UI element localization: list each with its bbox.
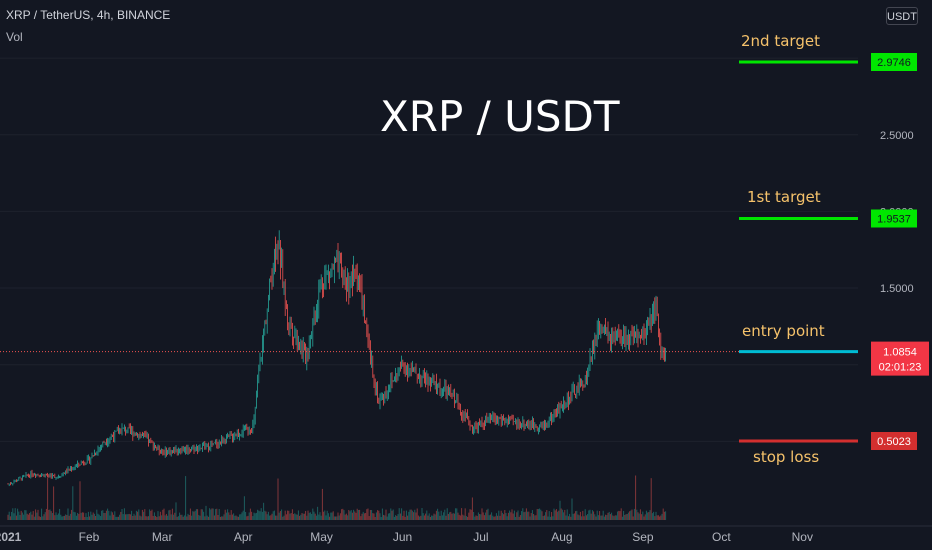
level-tag-label: 0.5023 (877, 436, 911, 448)
stop-loss-label: stop loss (753, 448, 820, 466)
volume-indicator-label[interactable]: Vol (6, 30, 23, 44)
overlay-title: XRP / USDT (380, 92, 620, 141)
x-tick-label: Oct (712, 530, 731, 544)
x-tick-label: Jun (393, 530, 412, 544)
trade-levels (0, 60, 870, 443)
time-axis[interactable]: 2021 Feb Mar Apr May Jun Jul Aug Sep Oct Nov (0, 525, 932, 544)
x-tick-label: Feb (79, 530, 100, 544)
countdown-timer: 02:01:23 (879, 362, 922, 374)
price-axis[interactable]: 2.50002.00001.50002.97461.95371.08550.50… (858, 0, 932, 526)
price-series (7, 230, 666, 487)
symbol-title[interactable]: XRP / TetherUS, 4h, BINANCE (6, 8, 171, 22)
current-price-tag-background (871, 341, 929, 376)
level-tag-background (871, 432, 917, 450)
x-tick-label: Jul (473, 530, 488, 544)
current-price-tag: 1.0854 02:01:23 (871, 341, 929, 376)
level-tag-background (871, 53, 917, 71)
level-price-tag: 1.9537 (871, 209, 917, 228)
x-tick-label: Sep (632, 530, 654, 544)
volume-bars (7, 475, 667, 520)
first-target-label: 1st target (747, 188, 821, 206)
x-tick-label: Aug (551, 530, 572, 544)
level-price-tag: 2.9746 (871, 53, 917, 71)
x-tick-label: Nov (792, 530, 813, 544)
level-price-tag: 0.5023 (871, 432, 917, 450)
x-tick-label: Mar (152, 530, 173, 544)
y-tick-label: 2.5000 (880, 130, 914, 142)
level-tag-background (871, 209, 917, 228)
y-tick-label: 1.5000 (880, 283, 914, 295)
current-price-value: 1.0854 (883, 347, 917, 359)
x-tick-label: 2021 (0, 530, 22, 544)
entry-point-label: entry point (742, 322, 825, 340)
currency-button[interactable]: USDT (886, 7, 918, 25)
x-tick-label: Apr (234, 530, 253, 544)
level-tag-label: 1.9537 (877, 214, 911, 226)
level-tag-label: 2.9746 (877, 57, 911, 69)
grid (0, 57, 858, 442)
x-tick-label: May (310, 530, 333, 544)
second-target-label: 2nd target (741, 32, 820, 50)
